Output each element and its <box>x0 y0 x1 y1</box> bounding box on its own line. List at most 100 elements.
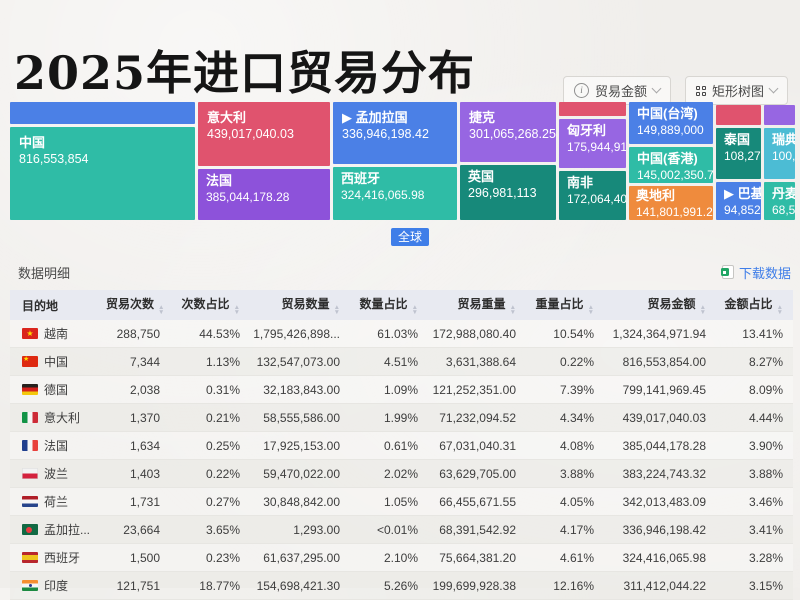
treemap-cell-hungary[interactable]: 匈牙利 175,944,910.58 <box>559 119 626 168</box>
sort-icon[interactable]: ▲ ▼ <box>587 304 594 316</box>
treemap-cell-label: 奥地利 <box>636 188 676 203</box>
value-cell-amount-pct: 3.46% <box>716 487 793 516</box>
value-cell-trade-count: 23,664 <box>106 515 170 544</box>
table-row-bd: 孟加拉... 23,664 3.65% 1,293.00 <0.01% 68,391,54… <box>10 515 793 544</box>
download-data-link[interactable]: 下载数据 <box>720 263 793 282</box>
sort-icon[interactable]: ▲ ▼ <box>411 304 418 316</box>
column-header-label: 贸易数量 <box>281 297 330 311</box>
table-row-de: 德国 2,038 0.31% 32,183,843.00 1.09% 121,252,35… <box>10 375 793 404</box>
sort-icon[interactable]: ▲ ▼ <box>699 304 706 316</box>
destination-name: 意大利 <box>44 411 81 425</box>
column-header-count-pct[interactable]: 次数占比 ▲ ▼ <box>170 290 250 320</box>
treemap-cell-red-partial[interactable] <box>559 102 626 116</box>
column-header-label: 数量占比 <box>359 297 408 311</box>
column-header-label: 次数占比 <box>181 297 230 311</box>
sort-icon[interactable]: ▲ ▼ <box>233 304 240 316</box>
treemap-cell-value: 68,5... <box>772 203 795 217</box>
sort-icon[interactable]: ▲ ▼ <box>158 304 165 316</box>
value-cell-trade-quantity: 1,293.00 <box>250 515 350 544</box>
value-cell-amount-pct: 3.88% <box>716 459 793 488</box>
chevron-down-icon <box>768 83 779 94</box>
treemap-cell-france[interactable]: 法国 385,044,178.28 <box>198 169 330 220</box>
treemap-cell-denmark[interactable]: 丹麦 68,5... <box>764 182 795 220</box>
treemap-cell-bangladesh[interactable]: ▶ 孟加拉国 336,946,198.42 <box>333 102 457 164</box>
column-header-quantity-pct[interactable]: 数量占比 ▲ ▼ <box>350 290 428 320</box>
flag-icon-de <box>22 384 38 395</box>
table-body: 越南 288,75044.53%1,795,426,898...61.03%172… <box>10 320 793 600</box>
treemap-cell-italy[interactable]: 意大利 439,017,040.03 <box>198 102 330 166</box>
column-header-trade-weight[interactable]: 贸易重量 ▲ ▼ <box>428 290 526 320</box>
treemap-cell-china-taiwan[interactable]: 中国(台湾) 149,889,000 <box>629 102 713 144</box>
value-cell-amount-pct: 4.44% <box>716 403 793 432</box>
treemap-cell-china-hongkong[interactable]: 中国(香港) 145,002,350.73 <box>629 147 713 183</box>
treemap-cell-czech[interactable]: 捷克 301,065,268.25 <box>460 102 556 162</box>
value-cell-weight-pct: 10.54% <box>526 320 604 348</box>
value-cell-quantity-pct: 1.09% <box>350 375 428 404</box>
flag-icon-in <box>22 580 38 591</box>
treemap-cell-china[interactable]: 中国 816,553,854 <box>10 127 195 220</box>
value-cell-count-pct: 1.13% <box>170 347 250 376</box>
value-cell-trade-amount: 816,553,854.00 <box>604 347 716 376</box>
treemap-cell-label: ▶ 巴基... <box>724 186 761 201</box>
table-row-it: 意大利 1,370 0.21% 58,555,586.00 1.99% 71,232,09… <box>10 403 793 432</box>
value-cell-trade-amount: 383,224,743.32 <box>604 459 716 488</box>
info-circle-icon <box>573 83 589 98</box>
value-cell-quantity-pct: 5.26% <box>350 571 428 600</box>
value-cell-amount-pct: 8.27% <box>716 347 793 376</box>
destination-name: 越南 <box>44 327 69 341</box>
value-cell-trade-count: 1,500 <box>106 543 170 572</box>
treemap-cell-value: 100,6... <box>772 149 795 163</box>
column-header-weight-pct[interactable]: 重量占比 ▲ ▼ <box>526 290 604 320</box>
column-header-amount-pct[interactable]: 金额占比 ▲ ▼ <box>716 290 793 320</box>
value-cell-trade-quantity: 132,547,073.00 <box>250 347 350 376</box>
destination-cell: 西班牙 <box>10 543 106 572</box>
treemap-cell-value: 385,044,178.28 <box>206 190 290 204</box>
flag-icon-bd <box>22 524 38 535</box>
value-cell-count-pct: 0.27% <box>170 487 250 516</box>
treemap-cell-red-small[interactable] <box>716 105 761 125</box>
column-header-label: 贸易金额 <box>647 297 696 311</box>
value-cell-count-pct: 0.31% <box>170 375 250 404</box>
column-header-trade-amount[interactable]: 贸易金额 ▲ ▼ <box>604 290 716 320</box>
sort-icon[interactable]: ▲ ▼ <box>776 304 783 316</box>
treemap-cell-thailand[interactable]: 泰国 108,27... <box>716 128 761 179</box>
treemap-cell-value: 149,889,000 <box>637 123 704 137</box>
value-cell-trade-count: 1,634 <box>106 431 170 460</box>
value-cell-weight-pct: 0.22% <box>526 347 604 376</box>
treemap-cell-value: 439,017,040.03 <box>207 127 294 141</box>
value-cell-trade-amount: 799,141,969.45 <box>604 375 716 404</box>
value-cell-quantity-pct: 1.05% <box>350 487 428 516</box>
sort-icon[interactable]: ▲ ▼ <box>333 304 340 316</box>
treemap-cell-south-africa[interactable]: 南非 172,064,407.59 <box>559 171 626 220</box>
treemap-cell-label: 中国(台湾) <box>637 106 698 121</box>
treemap-cell-label: 西班牙 <box>341 171 381 186</box>
chart-type-selector-dropdown[interactable]: 矩形树图 <box>684 76 788 105</box>
treemap-breadcrumb-global[interactable]: 全球 <box>391 228 430 246</box>
destination-name: 西班牙 <box>44 551 81 565</box>
download-data-label: 下载数据 <box>738 265 791 281</box>
treemap-cell-spain[interactable]: 西班牙 324,416,065.98 <box>333 167 457 220</box>
data-detail-table-wrap: 目的地 贸易次数 ▲ ▼ 次数占比 ▲ ▼ 贸易数量 ▲ ▼ 数量占比 ▲ ▼ 贸易重量 ▲ ▼ 重量占比 ▲ ▼ 贸… <box>10 290 793 600</box>
section-title: 数据明细 <box>18 265 71 281</box>
treemap-cell-value: 296,981,113 <box>468 186 537 200</box>
column-header-label: 金额占比 <box>724 297 773 311</box>
treemap-cell-vietnam-partial[interactable] <box>10 102 195 124</box>
column-header-trade-quantity[interactable]: 贸易数量 ▲ ▼ <box>250 290 350 320</box>
treemap-cell-purple-small[interactable] <box>764 105 795 125</box>
value-cell-trade-weight: 66,455,671.55 <box>428 487 526 516</box>
column-header-trade-count[interactable]: 贸易次数 ▲ ▼ <box>106 290 170 320</box>
value-cell-amount-pct: 3.28% <box>716 543 793 572</box>
table-row-pl: 波兰 1,403 0.22% 59,470,022.00 2.02% 63,629,705… <box>10 459 793 488</box>
value-cell-count-pct: 0.23% <box>170 543 250 572</box>
value-cell-quantity-pct: 0.61% <box>350 431 428 460</box>
treemap-cell-austria[interactable]: 奥地利 141,801,991.26 <box>629 186 713 220</box>
metric-selector-dropdown[interactable]: 贸易金额 <box>562 76 671 105</box>
value-cell-trade-count: 7,344 <box>106 347 170 376</box>
sort-icon[interactable]: ▲ ▼ <box>509 304 516 316</box>
treemap-cell-sweden[interactable]: 瑞典 100,6... <box>764 128 795 179</box>
value-cell-trade-weight: 3,631,388.64 <box>428 347 526 376</box>
treemap-cell-uk[interactable]: 英国 296,981,113 <box>460 165 556 220</box>
value-cell-trade-quantity: 154,698,421.30 <box>250 571 350 600</box>
treemap-cell-value: 175,944,910.58 <box>567 140 626 154</box>
treemap-cell-pakistan[interactable]: ▶ 巴基... 94,852,... <box>716 182 761 220</box>
